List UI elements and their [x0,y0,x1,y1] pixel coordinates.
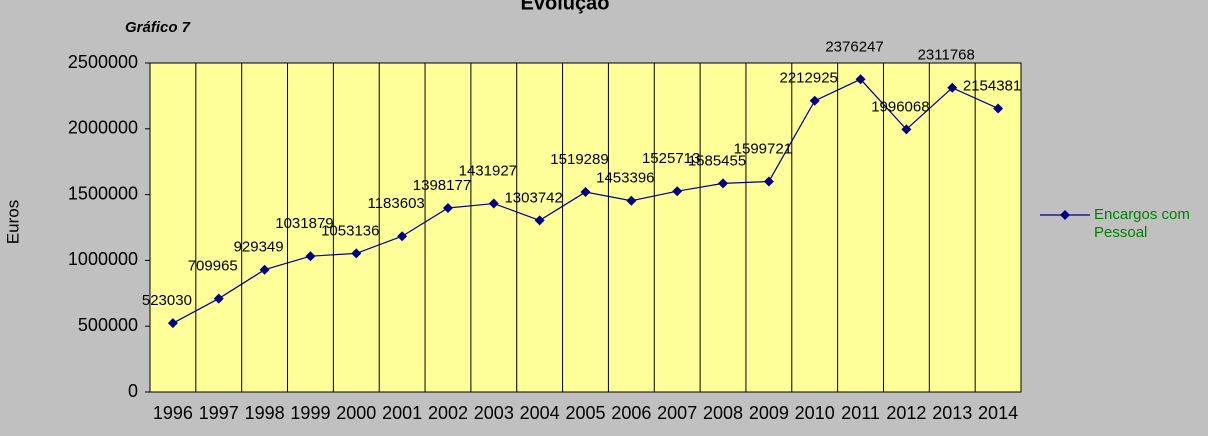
data-marker [947,82,958,93]
data-label: 929349 [234,239,284,256]
data-marker [167,318,178,329]
y-tick-label: 2000000 [68,118,138,138]
data-label: 1183603 [367,195,424,212]
data-marker [855,74,866,85]
data-label: 1599721 [734,140,792,157]
x-tick-label: 2010 [795,403,835,423]
data-label: 2311768 [918,47,975,64]
x-tick-label: 1996 [153,403,193,423]
data-label: 523030 [142,292,192,309]
y-tick-label: 1500000 [68,183,138,203]
data-label: 1398177 [413,177,471,194]
x-tick-label: 2002 [428,403,468,423]
data-marker [809,95,820,106]
plot-area [149,62,1022,393]
data-label: 1053136 [321,222,379,239]
x-tick-label: 2001 [382,403,422,423]
y-axis-label: Euros [3,200,22,244]
data-marker [534,215,545,226]
chart-title: Evolução [521,0,610,14]
data-label: 1585455 [688,152,746,169]
data-label: 2212925 [780,70,838,87]
x-tick-label: 2008 [703,403,743,423]
data-marker [442,202,453,213]
data-label: 1525713 [642,150,700,167]
y-tick-label: 2500000 [68,52,138,72]
data-label: 2376247 [825,38,883,55]
data-label: 1431927 [459,163,517,180]
x-tick-label: 2011 [841,403,880,423]
data-marker [993,103,1004,114]
x-tick-label: 2007 [657,403,697,423]
x-tick-label: 2014 [978,403,1018,423]
x-tick-label: 2000 [336,403,376,423]
data-marker [763,176,774,187]
x-tick-label: 1998 [245,403,285,423]
data-label: 2154381 [963,77,1021,94]
data-label: 1303742 [504,189,562,206]
y-tick-label: 0 [128,381,138,401]
y-tick-label: 500000 [78,315,138,335]
x-tick-label: 1999 [290,403,330,423]
legend-label: Encargos com Pessoal [1094,206,1190,241]
x-tick-label: 2006 [611,403,651,423]
x-tick-label: 2004 [520,403,560,423]
data-label: 1519289 [550,151,608,168]
data-marker [718,178,729,189]
x-tick-label: 1997 [199,403,239,423]
x-tick-label: 2012 [886,403,926,423]
data-label: 1453396 [596,170,654,187]
data-marker [397,231,408,242]
data-marker [626,195,637,206]
data-marker [901,124,912,135]
chart-subtitle: Gráfico 7 [125,19,191,36]
data-marker [259,264,270,275]
x-tick-label: 2009 [749,403,789,423]
data-label: 1996068 [871,98,929,115]
data-marker [351,248,362,259]
data-marker [488,198,499,209]
data-marker [672,186,683,197]
data-marker [580,187,591,198]
legend-marker [1060,210,1070,220]
x-tick-label: 2013 [932,403,972,423]
data-label: 1031879 [275,215,333,232]
y-tick-label: 1000000 [68,249,138,269]
x-tick-label: 2003 [474,403,514,423]
data-marker [305,251,316,262]
x-tick-label: 2005 [565,403,605,423]
data-marker [213,293,224,304]
data-label: 709965 [188,258,238,275]
